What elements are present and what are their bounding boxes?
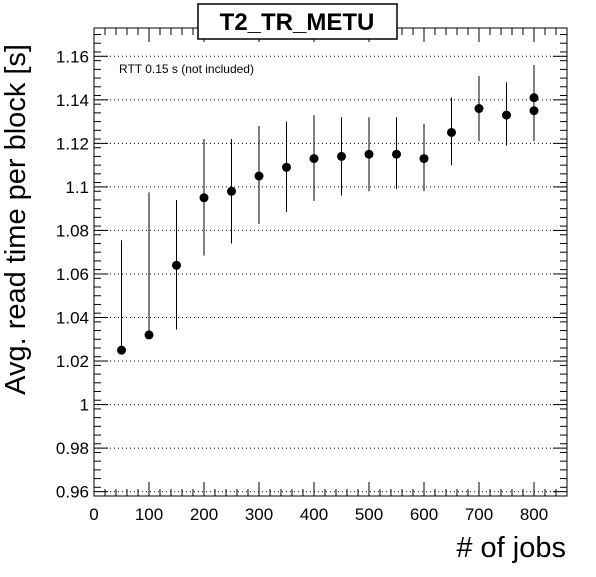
- x-tick-label: 0: [89, 505, 98, 524]
- x-axis-label: # of jobs: [456, 532, 566, 564]
- x-tick-label: 700: [465, 505, 493, 524]
- tick-labels: 0.96 0.98 1 1.02 1.04 1.06 1.08 1.1 1.12 1.14 1.16…: [56, 47, 548, 524]
- x-tick-label: 600: [410, 505, 438, 524]
- y-tick-label: 1.12: [56, 134, 89, 153]
- title-box: [197, 3, 398, 40]
- data-point: [392, 149, 401, 159]
- y-tick-label: 1.1: [65, 178, 89, 197]
- rtt-annotation: RTT 0.15 s (not included): [119, 62, 254, 76]
- y-tick-label: 1.06: [56, 265, 89, 284]
- x-tick-label: 100: [135, 505, 163, 524]
- data-point: [474, 104, 484, 114]
- data-point: [254, 171, 264, 181]
- y-tick-label: 0.98: [56, 439, 89, 458]
- axis-ticks: [93, 28, 568, 497]
- x-tick-label: 300: [245, 505, 273, 524]
- y-tick-label: 1.02: [56, 352, 89, 371]
- data-point: [529, 106, 539, 116]
- y-tick-label: 0.96: [56, 483, 89, 502]
- y-tick-label: 1.16: [56, 47, 89, 66]
- y-axis-label: Avg. read time per block [s]: [0, 44, 32, 395]
- data-points: [117, 93, 539, 355]
- data-point: [502, 110, 511, 120]
- data-point: [117, 345, 126, 355]
- x-tick-label: 800: [520, 505, 548, 524]
- data-point: [172, 260, 181, 270]
- error-bars: [121, 65, 535, 351]
- data-point: [337, 151, 346, 161]
- plot-frame: [93, 27, 568, 497]
- data-point: [309, 154, 319, 164]
- data-point: [447, 127, 456, 137]
- y-tick-label: 1.08: [56, 221, 89, 240]
- y-tick-label: 1.04: [56, 309, 89, 328]
- x-tick-label: 400: [300, 505, 328, 524]
- y-tick-label: 1: [80, 396, 89, 415]
- x-tick-label: 200: [190, 505, 218, 524]
- chart-title: T2_TR_METU: [220, 9, 375, 36]
- data-point: [529, 93, 539, 103]
- data-point: [419, 154, 429, 164]
- x-tick-label: 500: [355, 505, 383, 524]
- data-point: [364, 149, 374, 159]
- data-point: [282, 162, 291, 172]
- data-point: [144, 330, 154, 340]
- data-point: [199, 193, 209, 203]
- data-point: [227, 186, 236, 196]
- y-tick-label: 1.14: [56, 91, 89, 110]
- grid-lines: [94, 55, 567, 493]
